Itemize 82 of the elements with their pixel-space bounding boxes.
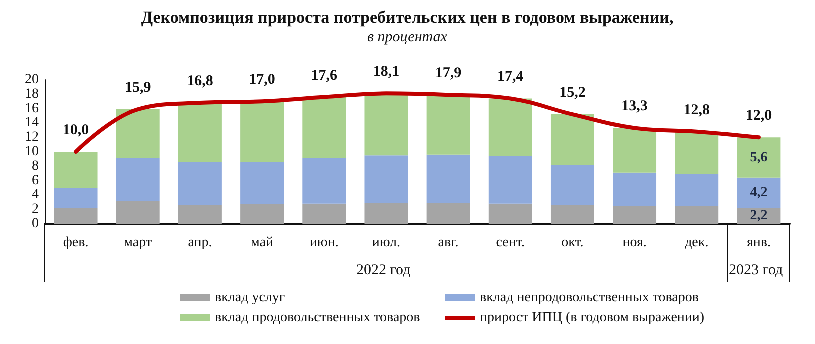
bar <box>426 154 470 204</box>
y-tick-label: 10 <box>25 144 39 160</box>
bar <box>737 208 781 224</box>
bar <box>613 128 657 173</box>
bar <box>54 188 98 208</box>
bar <box>675 132 719 174</box>
y-tick-label: 20 <box>25 72 39 88</box>
legend-label: вклад непродовольственных товаров <box>480 290 700 306</box>
x-tick-label: июл. <box>372 236 401 250</box>
y-tick-label: 4 <box>32 188 39 203</box>
bar <box>54 208 98 224</box>
x-tick-label: май <box>251 236 274 250</box>
legend-label: вклад услуг <box>215 290 286 306</box>
bar <box>550 205 594 224</box>
data-label: 2,2 <box>750 208 768 224</box>
bar <box>675 174 719 206</box>
data-label: 15,9 <box>125 80 152 96</box>
y-tick-label: 0 <box>32 216 39 232</box>
x-tick-label: ноя. <box>622 236 647 250</box>
bar <box>364 94 408 156</box>
x-tick-label: окт. <box>562 236 584 250</box>
data-label: 12,0 <box>746 108 772 124</box>
data-label: 17,9 <box>435 66 462 82</box>
x-tick-label: янв. <box>746 236 771 250</box>
data-label: 17,4 <box>498 69 524 86</box>
data-label: 16,8 <box>187 74 214 90</box>
bar <box>550 164 594 206</box>
x-tick-label: сент. <box>496 236 525 250</box>
bar <box>613 172 657 206</box>
bar <box>302 158 346 204</box>
bar <box>737 138 781 178</box>
y-tick-label: 6 <box>32 173 39 188</box>
y-tick-label: 8 <box>32 158 39 174</box>
x-tick-label: июн. <box>310 236 339 250</box>
bar <box>675 206 719 224</box>
bar <box>302 97 346 158</box>
bar <box>364 156 408 204</box>
bar <box>488 204 532 224</box>
legend-label: прирост ИПЦ (в годовом выражении) <box>480 310 705 326</box>
bar <box>240 162 284 205</box>
bar <box>364 203 408 224</box>
bar <box>178 103 222 162</box>
text: 2023 год <box>728 262 784 278</box>
bar <box>302 204 346 224</box>
y-tick-label: 14 <box>25 116 39 131</box>
legend-label: вклад продовольственных товаров <box>215 310 421 326</box>
data-label: 17,6 <box>311 68 338 84</box>
x-tick-label: дек. <box>685 236 709 250</box>
bar <box>488 98 532 156</box>
data-label: 15,2 <box>560 85 586 102</box>
chart-title: Декомпозиция прироста потребительских цен в годовом выражении, <box>141 8 674 27</box>
bar <box>426 95 470 155</box>
chart-subtitle: в процентах <box>368 30 448 46</box>
bar <box>613 206 657 224</box>
x-tick-label: март <box>124 236 152 250</box>
y-tick-label: 18 <box>25 86 39 102</box>
bar <box>550 114 594 165</box>
data-label: 10,0 <box>62 122 90 138</box>
bar <box>116 200 160 224</box>
bar <box>116 158 160 201</box>
data-label: 18,1 <box>373 64 400 80</box>
y-tick-label: 2 <box>32 202 39 218</box>
bar <box>488 156 532 204</box>
y-tick-label: 12 <box>25 130 39 146</box>
bar <box>178 205 222 224</box>
data-label: 4,2 <box>750 186 768 201</box>
bar <box>240 204 284 224</box>
bar <box>54 152 98 188</box>
data-label: 5,6 <box>750 150 768 166</box>
bar <box>178 162 222 206</box>
x-tick-label: авг. <box>438 236 459 250</box>
x-tick-label: апр. <box>188 236 212 250</box>
text: 2022 год <box>356 262 412 278</box>
bar <box>240 102 284 162</box>
bar <box>737 178 781 208</box>
data-label: 13,3 <box>622 98 648 115</box>
data-label: 12,8 <box>684 102 710 118</box>
bar <box>426 203 470 224</box>
data-label: 17,0 <box>249 72 276 88</box>
x-tick-label: фев. <box>63 236 89 250</box>
bar <box>116 110 160 158</box>
y-tick-label: 16 <box>25 101 39 116</box>
